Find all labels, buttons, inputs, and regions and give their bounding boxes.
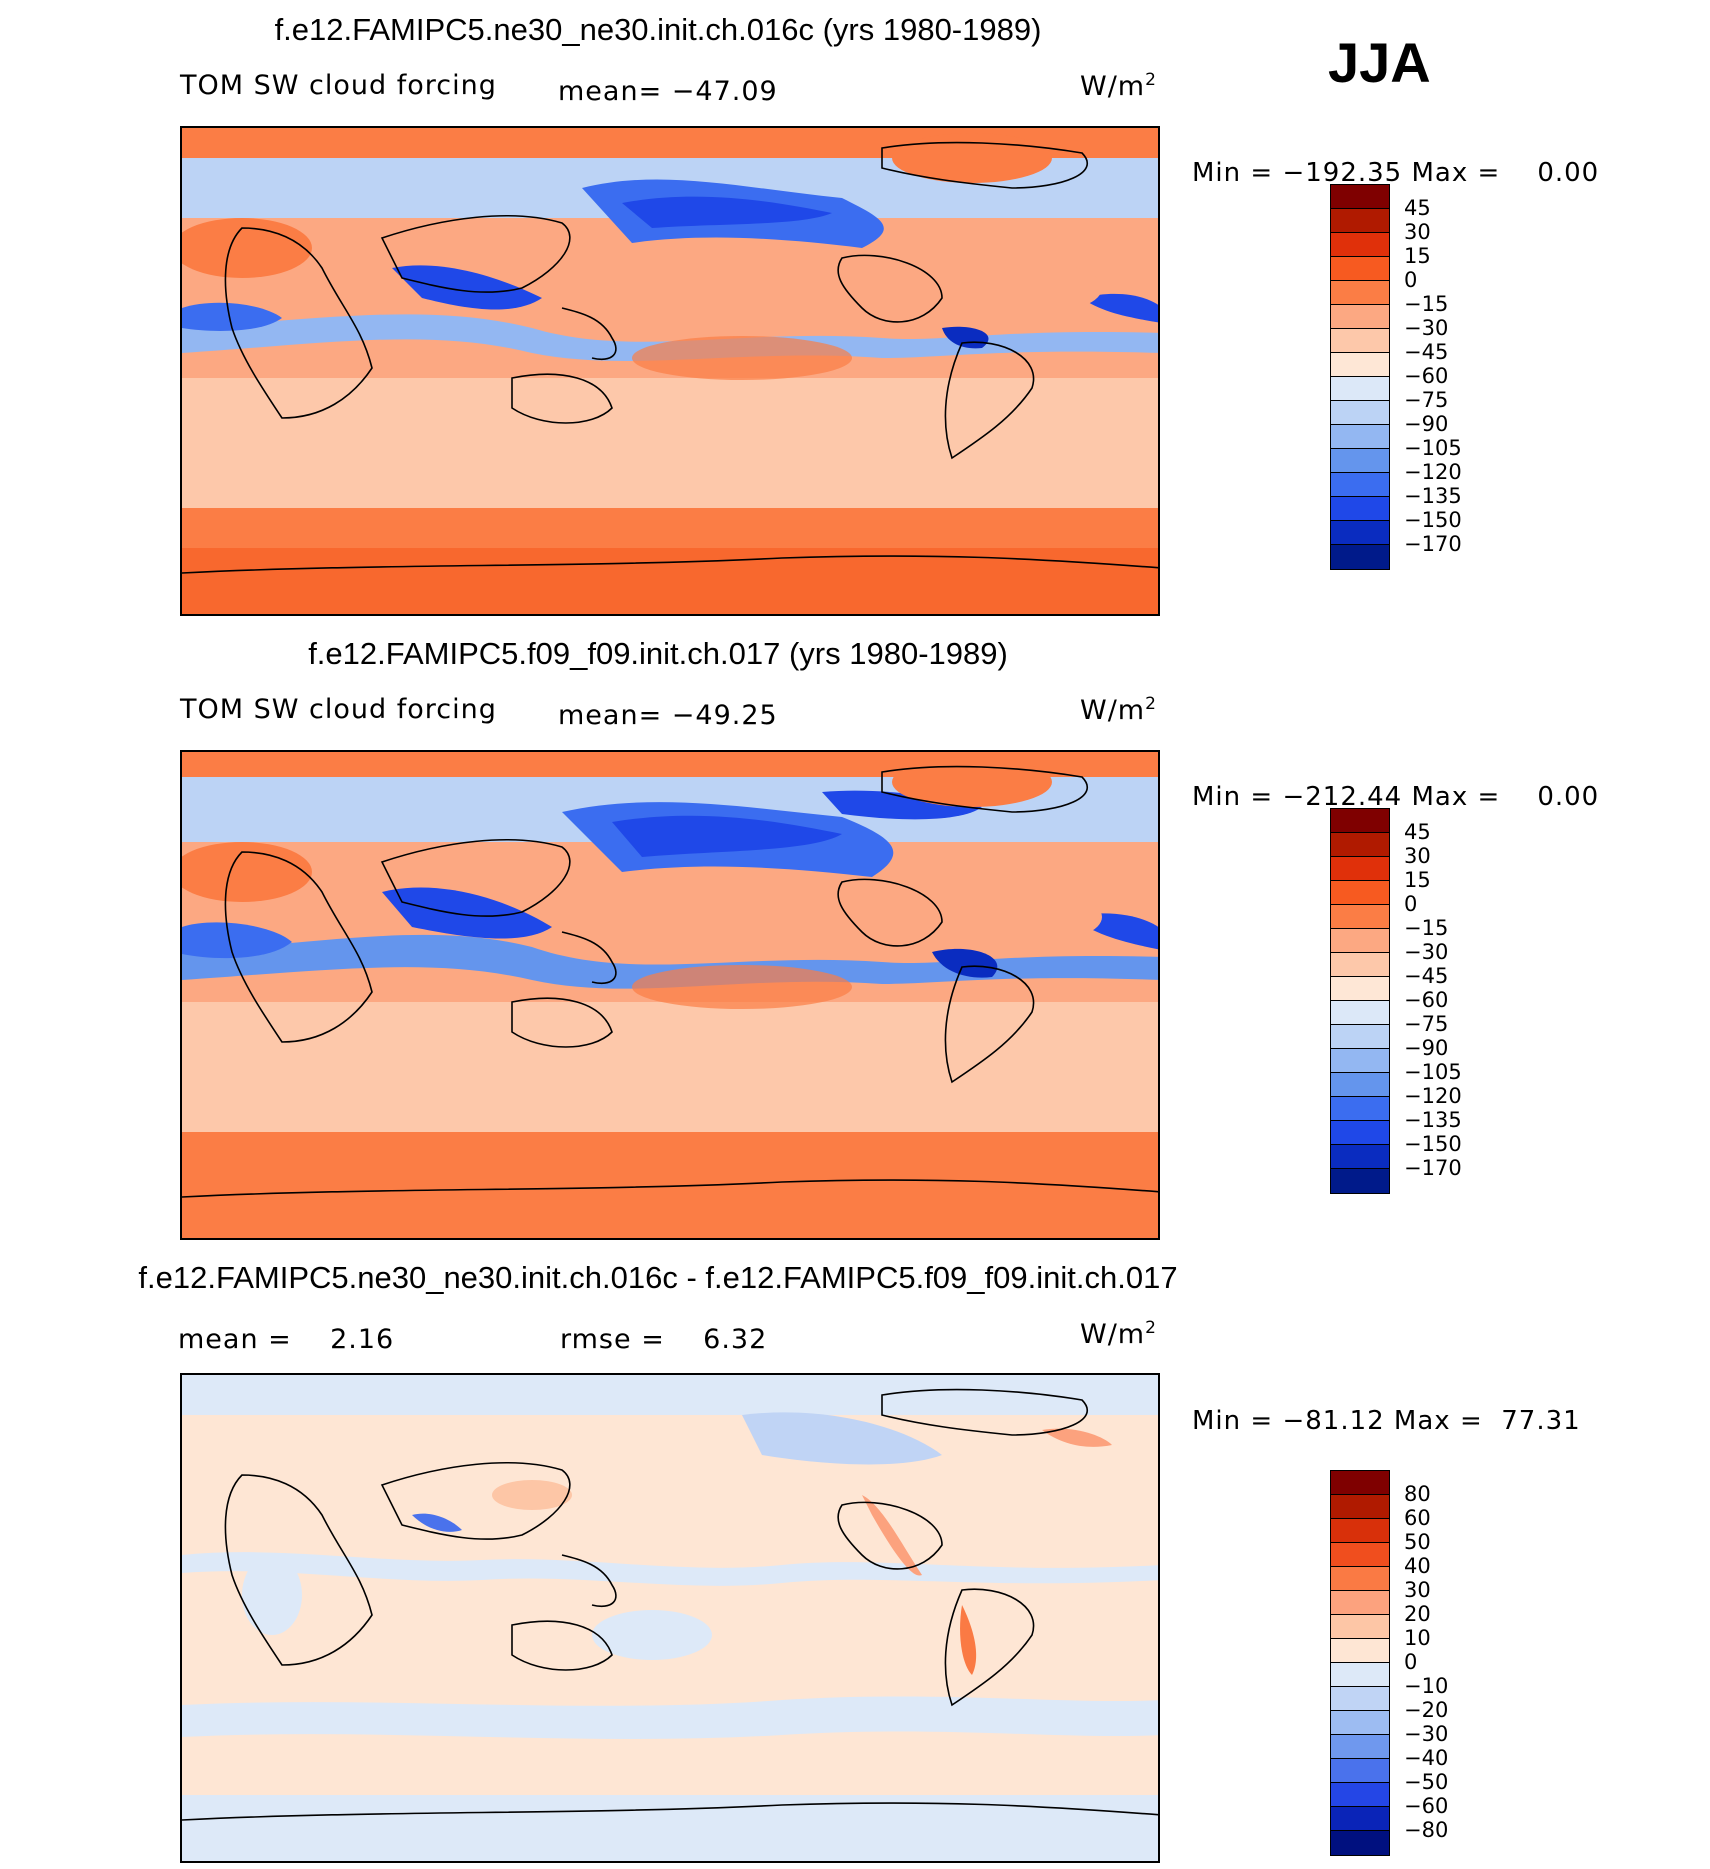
- tick-label: −20: [1404, 1698, 1449, 1722]
- tick-label: 10: [1404, 1626, 1431, 1650]
- tick-label: 0: [1404, 1650, 1418, 1674]
- tick-label: −90: [1404, 1036, 1449, 1060]
- panel1-minmax: Min = −192.35 Max = 0.00: [1192, 158, 1600, 188]
- tick-label: 45: [1404, 196, 1431, 220]
- panel2-units: W/m2: [1080, 694, 1157, 726]
- tick-label: −15: [1404, 916, 1449, 940]
- panel3-colorbar: [1330, 1470, 1390, 1856]
- panel3-title: f.e12.FAMIPC5.ne30_ne30.init.ch.016c - f…: [138, 1260, 1178, 1295]
- tick-label: −45: [1404, 340, 1449, 364]
- tick-label: −75: [1404, 388, 1449, 412]
- panel1-variable-label: TOM SW cloud forcing: [180, 70, 497, 101]
- tick-label: 15: [1404, 868, 1431, 892]
- tick-label: −60: [1404, 988, 1449, 1012]
- tick-label: 40: [1404, 1554, 1431, 1578]
- tick-label: −150: [1404, 508, 1462, 532]
- tick-label: 15: [1404, 244, 1431, 268]
- tick-label: −135: [1404, 1108, 1462, 1132]
- panel3-mean-label: mean = 2.16: [178, 1324, 395, 1355]
- tick-label: −15: [1404, 292, 1449, 316]
- tick-label: −80: [1404, 1818, 1449, 1842]
- panel1-title: f.e12.FAMIPC5.ne30_ne30.init.ch.016c (yr…: [274, 12, 1042, 47]
- panel2-mean-label: mean= −49.25: [558, 700, 778, 731]
- panel2-map-svg: [182, 752, 1158, 1238]
- tick-label: −120: [1404, 460, 1462, 484]
- tick-label: −30: [1404, 1722, 1449, 1746]
- panel3-minmax: Min = −81.12 Max = 77.31: [1192, 1406, 1581, 1436]
- panel1-map: [180, 126, 1160, 616]
- season-label: JJA: [1328, 31, 1431, 94]
- tick-label: −75: [1404, 1012, 1449, 1036]
- panel1-units: W/m2: [1080, 70, 1157, 102]
- panel1-colorbar-ticks: 45 30 15 0 −15 −30 −45 −60 −75 −90 −105 …: [1404, 196, 1462, 556]
- tick-label: −105: [1404, 436, 1462, 460]
- panel2-title: f.e12.FAMIPC5.f09_f09.init.ch.017 (yrs 1…: [308, 636, 1008, 671]
- panel2-colorbar: [1330, 808, 1390, 1194]
- tick-label: 45: [1404, 820, 1431, 844]
- tick-label: 0: [1404, 892, 1418, 916]
- tick-label: −120: [1404, 1084, 1462, 1108]
- panel1-mean-label: mean= −47.09: [558, 76, 778, 107]
- tick-label: 30: [1404, 220, 1431, 244]
- panel2-map: [180, 750, 1160, 1240]
- tick-label: 50: [1404, 1530, 1431, 1554]
- panel2-colorbar-ticks: 45 30 15 0 −15 −30 −45 −60 −75 −90 −105 …: [1404, 820, 1462, 1180]
- panel3-units: W/m2: [1080, 1318, 1157, 1350]
- tick-label: −135: [1404, 484, 1462, 508]
- panel3-map-svg: [182, 1375, 1158, 1861]
- tick-label: −60: [1404, 1794, 1449, 1818]
- panel1-colorbar: [1330, 184, 1390, 570]
- tick-label: −105: [1404, 1060, 1462, 1084]
- tick-label: −10: [1404, 1674, 1449, 1698]
- tick-label: −30: [1404, 940, 1449, 964]
- panel2-variable-label: TOM SW cloud forcing: [180, 694, 497, 725]
- tick-label: −40: [1404, 1746, 1449, 1770]
- tick-label: 30: [1404, 844, 1431, 868]
- panel3-rmse-label: rmse = 6.32: [560, 1324, 768, 1355]
- tick-label: 80: [1404, 1482, 1431, 1506]
- tick-label: 60: [1404, 1506, 1431, 1530]
- tick-label: −150: [1404, 1132, 1462, 1156]
- tick-label: −90: [1404, 412, 1449, 436]
- tick-label: −60: [1404, 364, 1449, 388]
- panel2-minmax: Min = −212.44 Max = 0.00: [1192, 782, 1600, 812]
- tick-label: −45: [1404, 964, 1449, 988]
- tick-label: 20: [1404, 1602, 1431, 1626]
- tick-label: −170: [1404, 532, 1462, 556]
- tick-label: 30: [1404, 1578, 1431, 1602]
- tick-label: 0: [1404, 268, 1418, 292]
- panel3-map: [180, 1373, 1160, 1863]
- tick-label: −50: [1404, 1770, 1449, 1794]
- tick-label: −30: [1404, 316, 1449, 340]
- tick-label: −170: [1404, 1156, 1462, 1180]
- panel3-colorbar-ticks: 80 60 50 40 30 20 10 0 −10 −20 −30 −40 −…: [1404, 1482, 1448, 1842]
- panel1-map-svg: [182, 128, 1158, 614]
